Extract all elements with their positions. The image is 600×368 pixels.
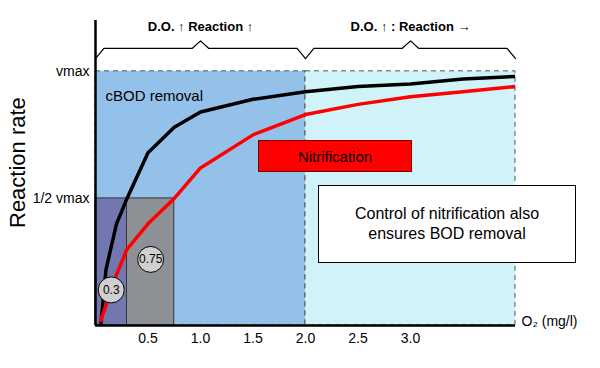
svg-text:O₂ (mg/l): O₂ (mg/l): [522, 313, 578, 329]
svg-text:0.5: 0.5: [138, 330, 158, 346]
svg-text:0.3: 0.3: [103, 283, 120, 297]
svg-text:0.75: 0.75: [139, 252, 163, 266]
svg-text:1/2 vmax: 1/2 vmax: [33, 190, 90, 206]
svg-text:D.O. ↑ : Reaction →: D.O. ↑ : Reaction →: [351, 19, 471, 34]
svg-text:2.0: 2.0: [296, 330, 316, 346]
html-text:Control of nitrification also: Control of nitrification also ensures BO…: [355, 205, 539, 242]
svg-text:Reaction rate: Reaction rate: [5, 97, 30, 228]
svg-text:3.0: 3.0: [401, 330, 421, 346]
html-text:Nitrification: Nitrification: [297, 147, 373, 165]
svg-text:2.5: 2.5: [348, 330, 368, 346]
svg-text:1.5: 1.5: [243, 330, 263, 346]
svg-text:D.O. ↑ Reaction ↑: D.O. ↑ Reaction ↑: [148, 19, 253, 34]
svg-text:vmax: vmax: [56, 63, 89, 79]
svg-text:cBOD removal: cBOD removal: [106, 87, 204, 104]
svg-text:1.0: 1.0: [191, 330, 211, 346]
